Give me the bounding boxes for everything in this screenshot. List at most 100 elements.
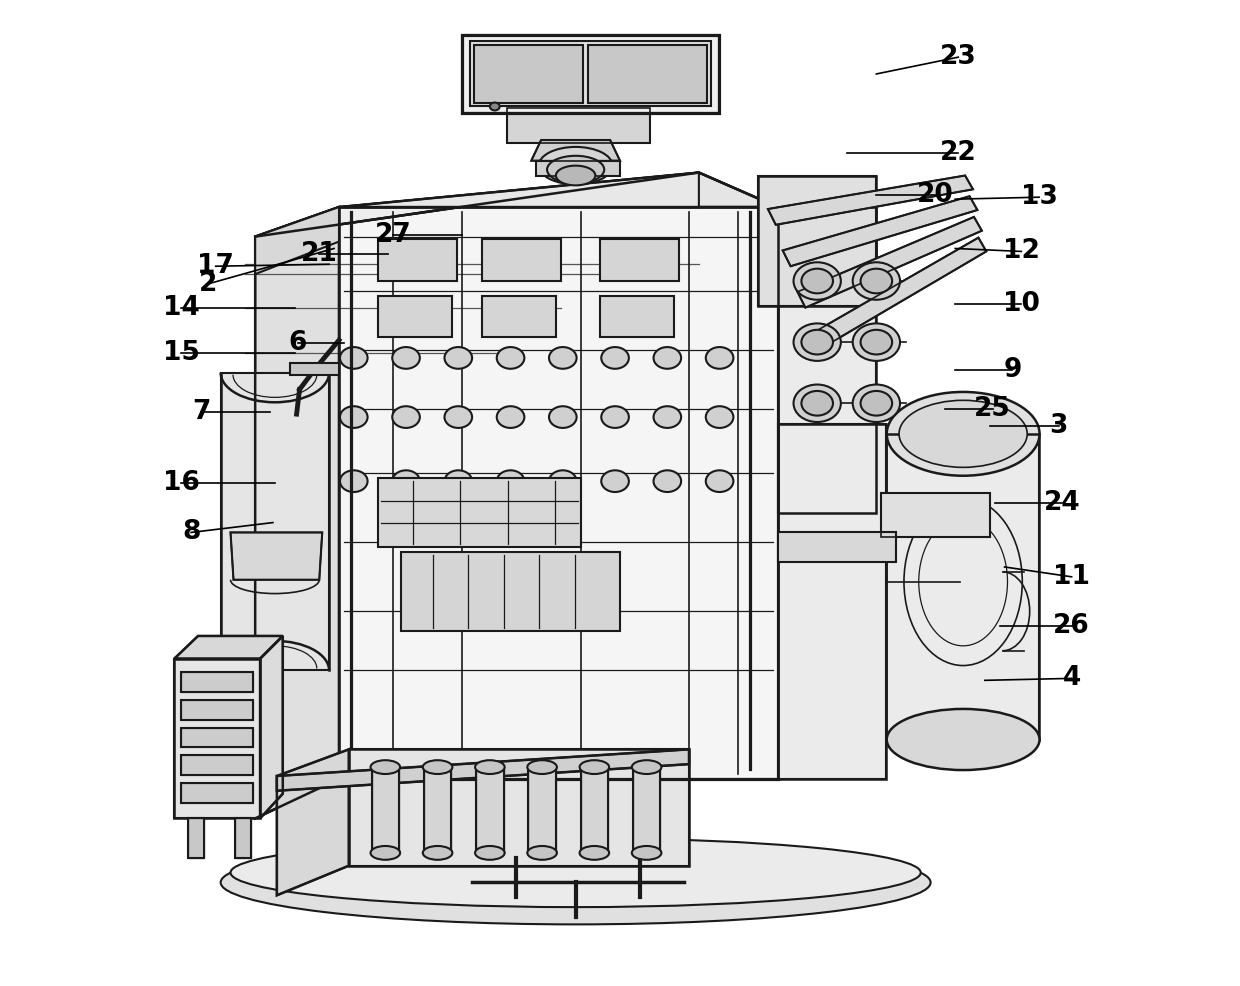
Ellipse shape: [221, 840, 930, 925]
Ellipse shape: [556, 166, 595, 185]
Polygon shape: [181, 700, 253, 720]
Polygon shape: [255, 173, 777, 237]
Text: 17: 17: [197, 253, 234, 279]
Text: 11: 11: [1053, 564, 1090, 590]
Polygon shape: [378, 478, 580, 547]
Ellipse shape: [801, 390, 833, 416]
Polygon shape: [221, 373, 329, 670]
Polygon shape: [181, 728, 253, 747]
Ellipse shape: [340, 406, 367, 428]
Ellipse shape: [340, 347, 367, 369]
Polygon shape: [758, 176, 877, 306]
Ellipse shape: [547, 156, 604, 183]
Ellipse shape: [549, 406, 577, 428]
Polygon shape: [797, 217, 982, 308]
Ellipse shape: [706, 347, 733, 369]
Ellipse shape: [801, 268, 833, 294]
Polygon shape: [339, 173, 699, 207]
Text: 27: 27: [374, 222, 412, 247]
Polygon shape: [231, 532, 322, 580]
Ellipse shape: [632, 760, 661, 774]
Text: 21: 21: [301, 242, 337, 267]
Polygon shape: [181, 783, 253, 803]
Ellipse shape: [497, 347, 525, 369]
Ellipse shape: [861, 329, 892, 355]
Polygon shape: [887, 424, 1034, 740]
Ellipse shape: [601, 347, 629, 369]
Polygon shape: [181, 755, 253, 775]
Polygon shape: [236, 818, 252, 858]
Polygon shape: [463, 35, 719, 113]
Polygon shape: [188, 818, 203, 858]
Ellipse shape: [706, 470, 733, 492]
Polygon shape: [277, 749, 348, 895]
Ellipse shape: [340, 470, 367, 492]
Polygon shape: [255, 207, 339, 274]
Text: 14: 14: [162, 295, 200, 320]
Polygon shape: [777, 424, 887, 779]
Ellipse shape: [899, 400, 1027, 467]
Ellipse shape: [497, 470, 525, 492]
Polygon shape: [476, 767, 503, 853]
Ellipse shape: [371, 846, 401, 860]
Polygon shape: [277, 749, 689, 791]
Ellipse shape: [392, 470, 420, 492]
Polygon shape: [255, 207, 339, 818]
Ellipse shape: [632, 846, 661, 860]
Polygon shape: [339, 173, 777, 207]
Text: 2: 2: [198, 271, 217, 297]
Text: 15: 15: [162, 340, 200, 366]
Polygon shape: [378, 296, 453, 337]
Ellipse shape: [527, 846, 557, 860]
Polygon shape: [882, 493, 990, 537]
Polygon shape: [782, 196, 977, 266]
Polygon shape: [260, 636, 283, 818]
Text: 4: 4: [1063, 666, 1081, 691]
Ellipse shape: [549, 470, 577, 492]
Ellipse shape: [861, 268, 892, 294]
Text: 7: 7: [192, 399, 210, 425]
Ellipse shape: [887, 709, 1039, 770]
Text: 6: 6: [289, 330, 306, 356]
Ellipse shape: [444, 347, 472, 369]
Ellipse shape: [853, 323, 900, 361]
Polygon shape: [470, 41, 711, 106]
Polygon shape: [777, 207, 877, 513]
Polygon shape: [600, 296, 675, 337]
Ellipse shape: [861, 390, 892, 416]
Ellipse shape: [801, 329, 833, 355]
Polygon shape: [290, 363, 339, 375]
Polygon shape: [348, 749, 689, 866]
Polygon shape: [507, 108, 650, 143]
Ellipse shape: [579, 846, 609, 860]
Polygon shape: [589, 45, 707, 103]
Polygon shape: [632, 767, 661, 853]
Ellipse shape: [853, 385, 900, 422]
Text: 22: 22: [940, 140, 977, 166]
Polygon shape: [482, 296, 556, 337]
Ellipse shape: [579, 760, 609, 774]
Polygon shape: [482, 239, 560, 281]
Ellipse shape: [794, 262, 841, 300]
Polygon shape: [424, 767, 451, 853]
Text: 26: 26: [1053, 613, 1090, 639]
Polygon shape: [175, 636, 283, 659]
Ellipse shape: [706, 406, 733, 428]
Ellipse shape: [371, 760, 401, 774]
Polygon shape: [339, 207, 777, 779]
Ellipse shape: [490, 103, 500, 110]
Ellipse shape: [527, 760, 557, 774]
Ellipse shape: [423, 760, 453, 774]
Ellipse shape: [794, 385, 841, 422]
Text: 13: 13: [1021, 184, 1058, 210]
Ellipse shape: [231, 838, 921, 907]
Text: 3: 3: [1049, 413, 1068, 439]
Polygon shape: [528, 767, 556, 853]
Text: 16: 16: [162, 470, 200, 496]
Text: 12: 12: [1003, 239, 1039, 264]
Text: 9: 9: [1003, 357, 1022, 383]
Text: 25: 25: [975, 396, 1011, 422]
Polygon shape: [812, 238, 986, 349]
Text: 20: 20: [918, 182, 954, 208]
Ellipse shape: [653, 406, 681, 428]
